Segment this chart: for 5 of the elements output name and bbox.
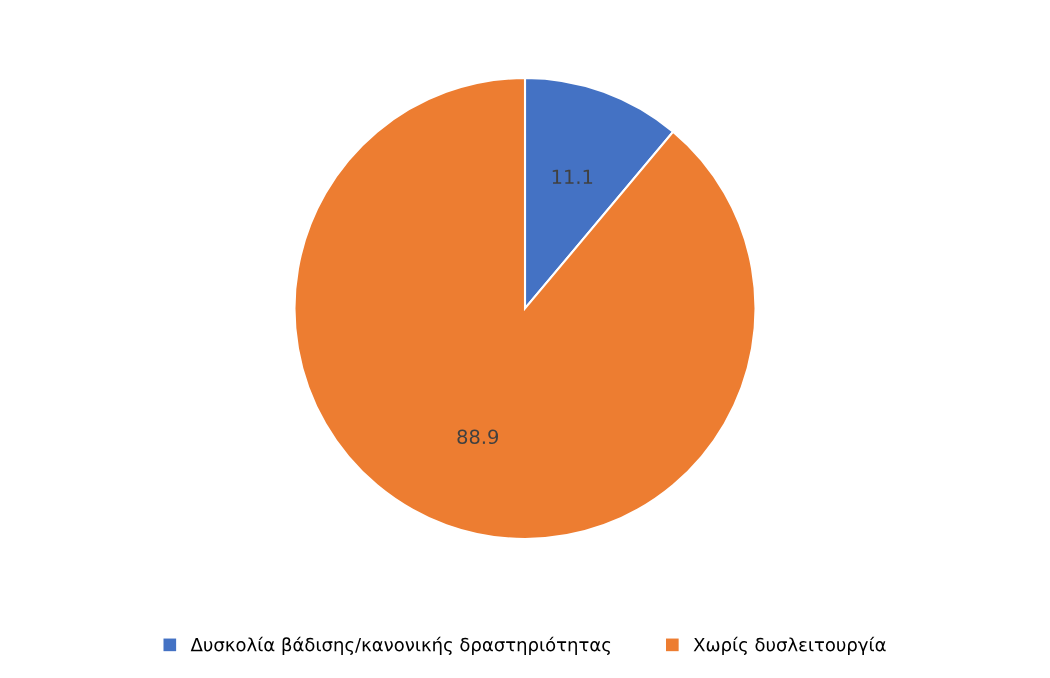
legend-label: Δυσκολία βάδισης/κανονικής δραστηριότητας xyxy=(190,636,611,655)
data-label: 11.1 xyxy=(552,169,593,184)
legend-label: Χωρίς δυσλειτουργία xyxy=(693,636,886,655)
pie-slice xyxy=(293,76,757,541)
data-label: 88.9 xyxy=(457,429,499,445)
